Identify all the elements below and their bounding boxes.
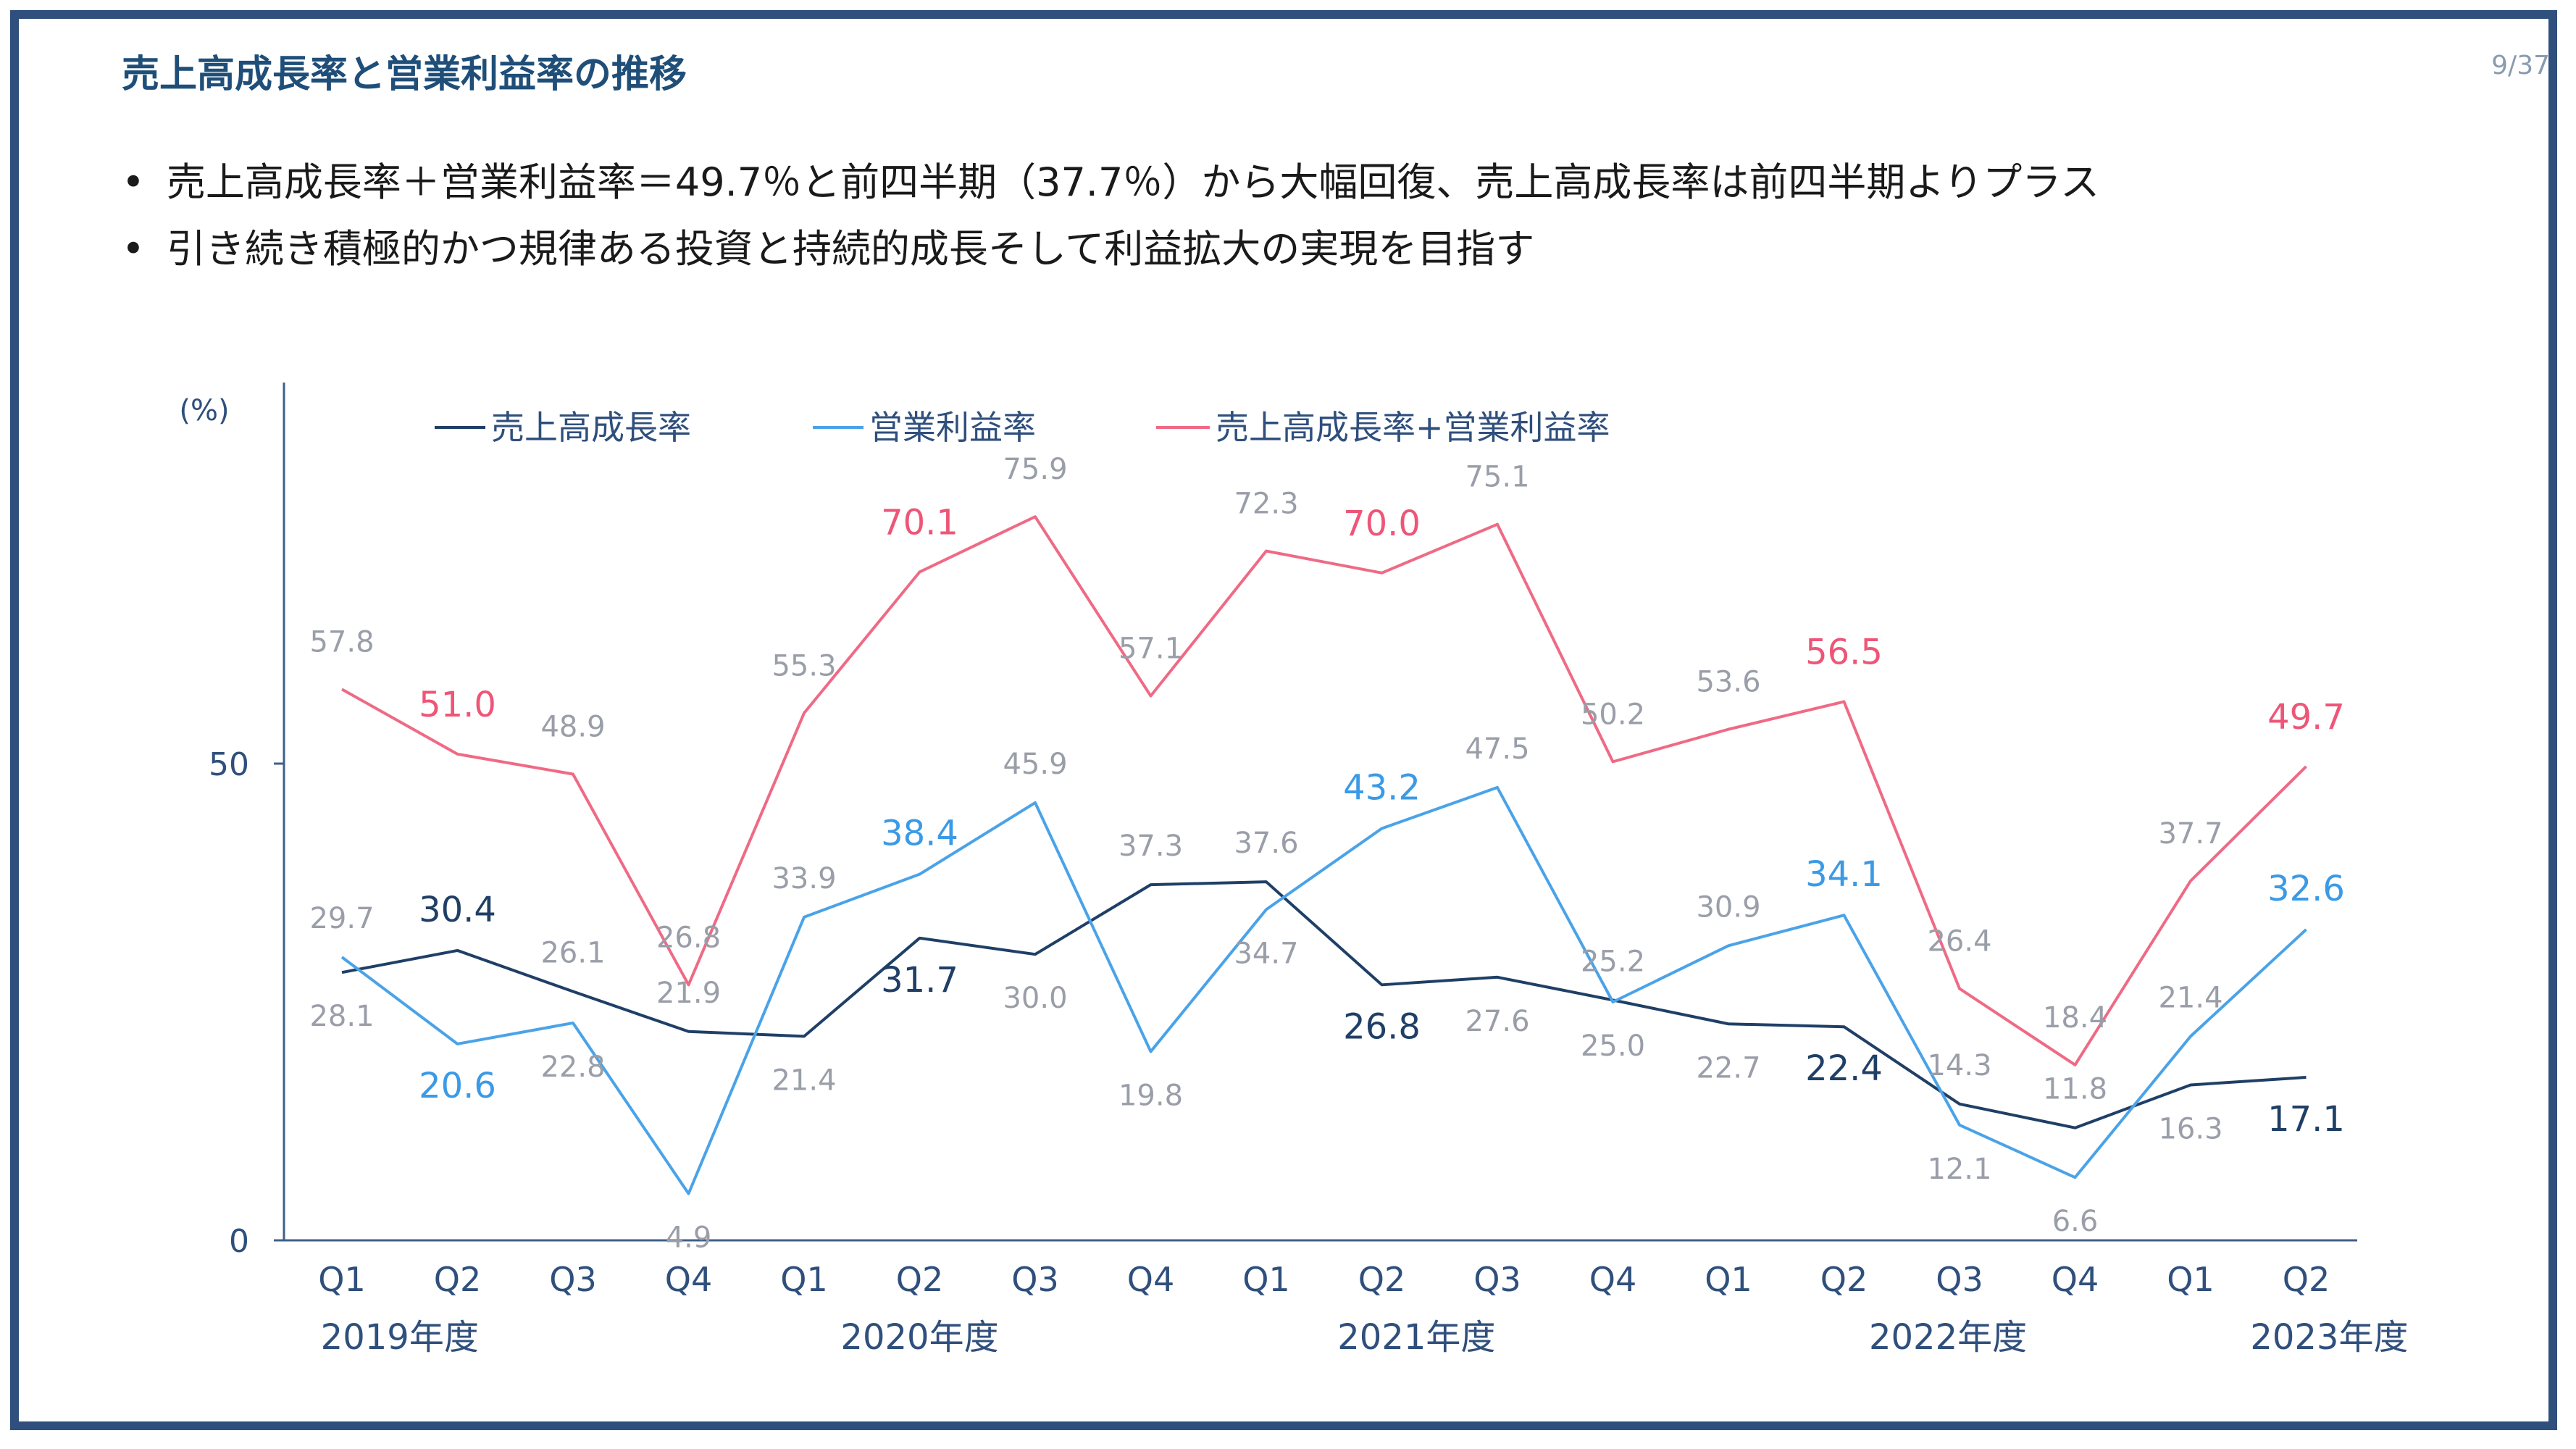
- year-label: 2022年度: [1869, 1317, 2027, 1358]
- data-label: 72.3: [1234, 488, 1298, 521]
- slide-frame: [10, 10, 2557, 1430]
- x-tick-label: Q4: [1127, 1260, 1174, 1299]
- data-label: 57.1: [1118, 632, 1183, 666]
- series-line-2: [341, 515, 2307, 1066]
- data-label: 45.9: [1003, 748, 1067, 781]
- data-label: 57.8: [309, 625, 374, 659]
- data-label: 55.3: [771, 649, 836, 682]
- data-label: 37.3: [1118, 830, 1183, 863]
- data-label: 25.0: [1581, 1030, 1645, 1063]
- x-tick-label: Q2: [896, 1260, 943, 1299]
- data-label: 48.9: [540, 710, 605, 743]
- year-label: 2021年度: [1337, 1317, 1495, 1358]
- x-tick-label: Q1: [318, 1260, 365, 1299]
- data-label: 21.4: [771, 1064, 836, 1097]
- data-label: 22.4: [1805, 1048, 1883, 1089]
- data-label: 30.0: [1003, 982, 1067, 1015]
- data-label: 37.7: [2158, 817, 2222, 851]
- data-label: 12.1: [1927, 1153, 1991, 1186]
- data-label: 30.9: [1696, 890, 1760, 924]
- data-label: 34.1: [1805, 854, 1883, 895]
- y-tick-label: 50: [209, 746, 249, 783]
- data-label: 21.4: [2158, 981, 2222, 1014]
- data-label: 70.0: [1343, 504, 1421, 544]
- data-label: 26.8: [1343, 1006, 1421, 1047]
- year-label: 2020年度: [840, 1317, 998, 1358]
- data-label: 18.4: [2043, 1001, 2107, 1035]
- x-tick-label: Q1: [1242, 1260, 1289, 1299]
- data-label: 43.2: [1343, 767, 1421, 808]
- data-label: 26.8: [656, 921, 721, 954]
- year-label: 2019年度: [321, 1317, 479, 1358]
- x-tick-label: Q3: [549, 1260, 596, 1299]
- y-axis-label: (%): [179, 394, 229, 427]
- data-label: 27.6: [1465, 1005, 1529, 1038]
- legend-label: 売上高成長率: [491, 408, 691, 447]
- data-label: 26.1: [540, 937, 605, 970]
- data-label: 51.0: [419, 685, 496, 725]
- x-tick-label: Q2: [1820, 1260, 1868, 1299]
- x-tick-label: Q1: [2167, 1260, 2214, 1299]
- data-label: 49.7: [2267, 697, 2345, 738]
- x-tick-label: Q2: [1358, 1260, 1405, 1299]
- data-label: 34.7: [1234, 937, 1298, 970]
- x-tick-label: Q2: [2283, 1260, 2330, 1299]
- x-tick-label: Q3: [1011, 1260, 1058, 1299]
- legend-label: 売上高成長率+営業利益率: [1216, 408, 1610, 447]
- y-tick-label: 0: [229, 1223, 249, 1260]
- x-tick-label: Q3: [1473, 1260, 1521, 1299]
- data-label: 75.1: [1465, 461, 1529, 494]
- data-label: 70.1: [881, 502, 958, 543]
- data-label: 30.4: [419, 890, 496, 930]
- series-line-1: [340, 785, 2307, 1195]
- x-tick-label: Q4: [2052, 1260, 2099, 1299]
- data-label: 31.7: [881, 960, 958, 1001]
- bullet-list: 売上高成長率＋営業利益率＝49.7％と前四半期（37.7％）から大幅回復、売上高…: [122, 149, 2099, 283]
- data-label: 11.8: [2043, 1073, 2107, 1106]
- data-label: 25.2: [1581, 945, 1645, 978]
- series-line-0: [341, 880, 2307, 1129]
- data-label: 6.6: [2052, 1205, 2099, 1238]
- data-label: 37.6: [1234, 827, 1298, 860]
- data-label: 17.1: [2267, 1099, 2345, 1140]
- data-label: 26.4: [1927, 925, 1991, 959]
- data-label: 20.6: [419, 1066, 496, 1106]
- data-label: 75.9: [1003, 453, 1067, 486]
- data-label: 28.1: [309, 1000, 374, 1033]
- data-label: 22.7: [1696, 1051, 1760, 1085]
- data-label: 14.3: [1927, 1049, 1991, 1082]
- x-tick-label: Q3: [1936, 1260, 1983, 1299]
- year-label: 2023年度: [2250, 1317, 2408, 1358]
- data-label: 32.6: [2267, 869, 2345, 909]
- data-label: 47.5: [1465, 732, 1529, 766]
- data-label: 22.8: [540, 1051, 605, 1084]
- page-number: 9/37: [2491, 51, 2550, 80]
- x-tick-label: Q2: [434, 1260, 481, 1299]
- x-tick-label: Q4: [1589, 1260, 1636, 1299]
- data-label: 29.7: [309, 902, 374, 935]
- data-label: 16.3: [2158, 1112, 2222, 1145]
- data-label: 19.8: [1118, 1079, 1183, 1112]
- data-label: 53.6: [1696, 666, 1760, 699]
- data-label: 4.9: [666, 1222, 712, 1255]
- bullet-item: 引き続き積極的かつ規律ある投資と持続的成長そして利益拡大の実現を目指す: [122, 216, 2099, 283]
- data-label: 56.5: [1805, 632, 1883, 672]
- x-tick-label: Q4: [665, 1260, 712, 1299]
- slide-title: 売上高成長率と営業利益率の推移: [122, 53, 687, 96]
- bullet-item: 売上高成長率＋営業利益率＝49.7％と前四半期（37.7％）から大幅回復、売上高…: [122, 149, 2099, 216]
- data-label: 50.2: [1581, 698, 1645, 731]
- legend-label: 営業利益率: [869, 408, 1036, 447]
- data-label: 38.4: [881, 814, 958, 854]
- x-tick-label: Q1: [780, 1260, 827, 1299]
- data-label: 33.9: [771, 862, 836, 895]
- x-tick-label: Q1: [1705, 1260, 1752, 1299]
- data-label: 21.9: [656, 977, 721, 1010]
